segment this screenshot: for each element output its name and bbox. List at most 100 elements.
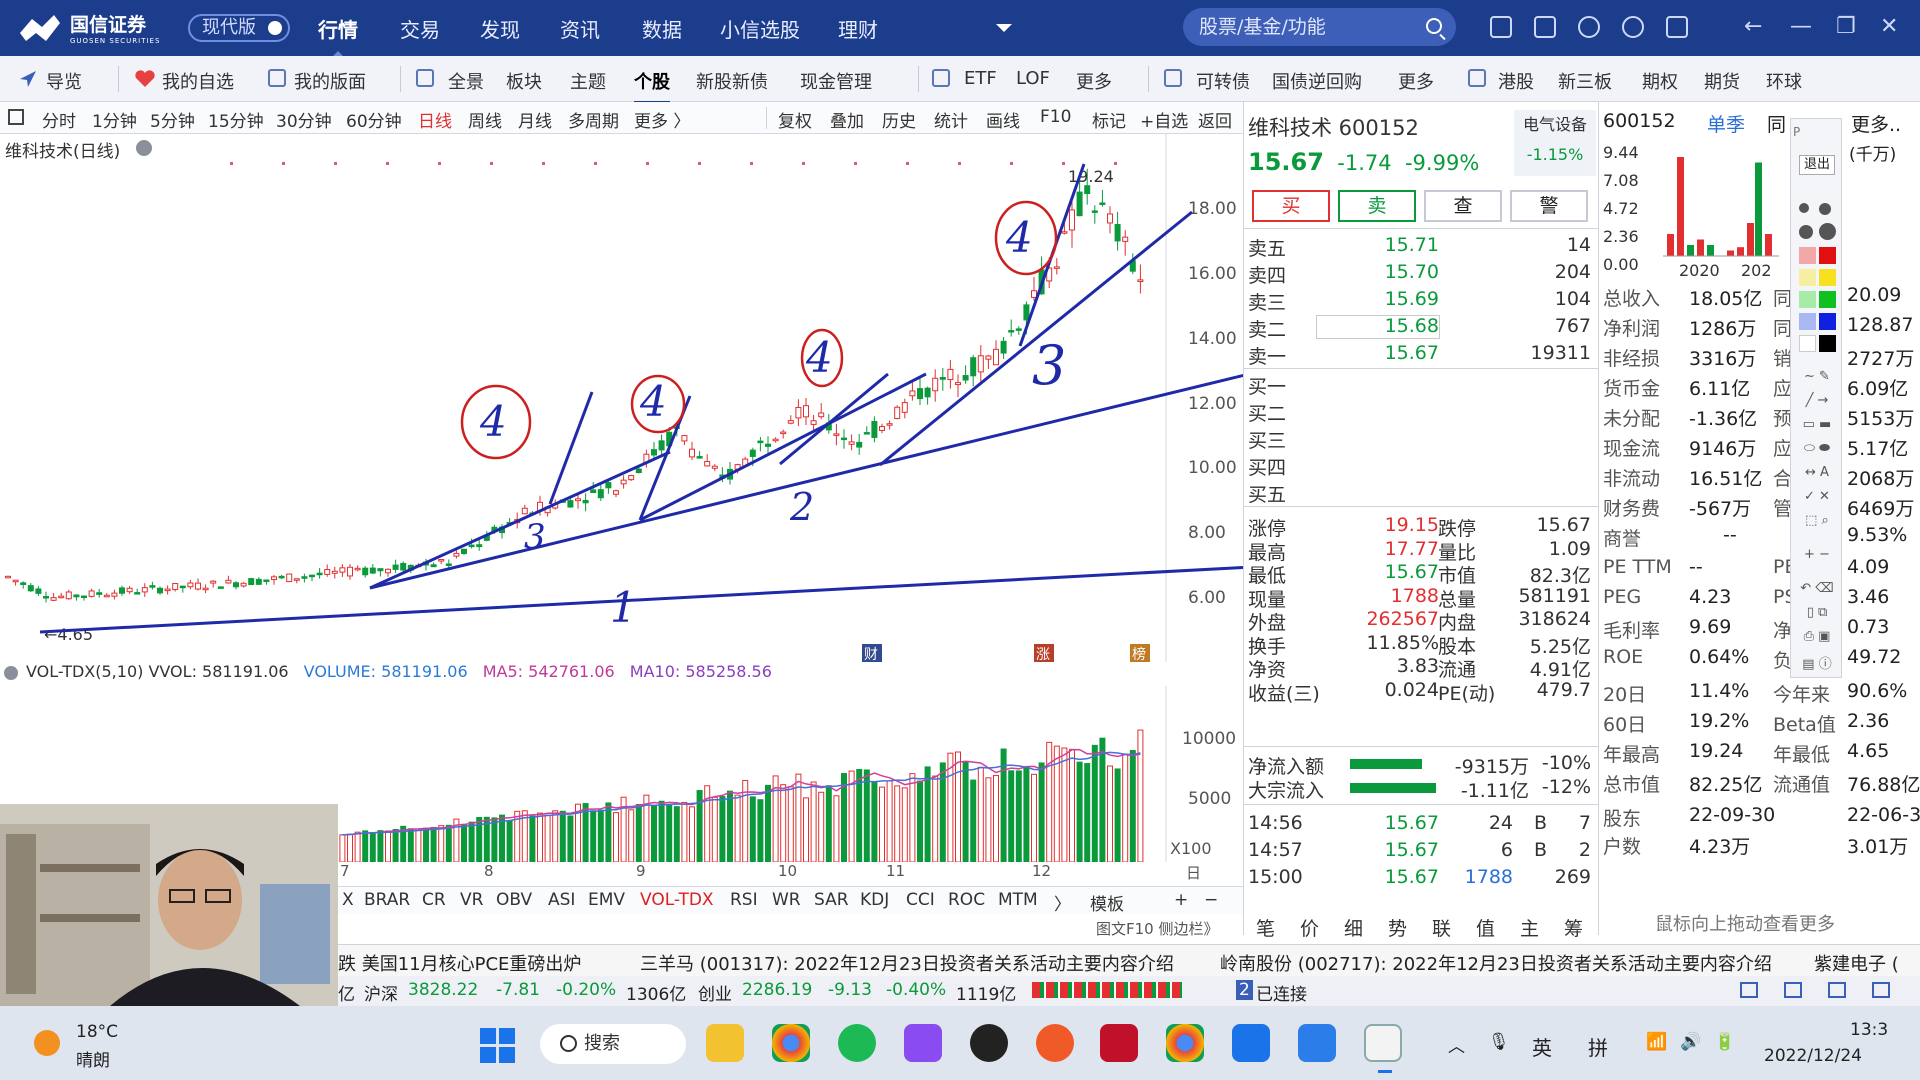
period-15min[interactable]: 15分钟: [208, 112, 264, 132]
zoom-in-button[interactable]: +: [1174, 890, 1189, 910]
sidebar-toggle-icon[interactable]: [8, 109, 24, 125]
zoom-out-button[interactable]: −: [1204, 890, 1219, 910]
ime-lang[interactable]: 英: [1532, 1036, 1552, 1060]
period-5min[interactable]: 5分钟: [150, 112, 195, 132]
color-swatch[interactable]: [1799, 269, 1816, 286]
clock-time[interactable]: 13:3: [1850, 1020, 1889, 1040]
text-tool-icon[interactable]: ↔ A: [1805, 465, 1829, 480]
message-icon[interactable]: [1666, 16, 1688, 38]
mode-toggle[interactable]: 现代版: [188, 14, 290, 42]
subnav-ipo[interactable]: 新股新债: [696, 72, 768, 93]
clock-date[interactable]: 2022/12/24: [1764, 1046, 1862, 1066]
subnav-cash[interactable]: 现金管理: [800, 72, 872, 93]
nav-stock-picker[interactable]: 小信选股: [720, 18, 800, 42]
curve-tool-icon[interactable]: ∼ ✎: [1804, 369, 1830, 384]
kline-svg[interactable]: 18.00 16.00 14.00 12.00 10.00 8.00 6.00 …: [0, 134, 1243, 662]
nav-news[interactable]: 资讯: [560, 18, 600, 42]
subnav-stock[interactable]: 个股: [634, 68, 670, 104]
ind-emv[interactable]: EMV: [588, 890, 626, 910]
ind-cr[interactable]: CR: [422, 890, 446, 910]
color-swatch[interactable]: [1819, 291, 1836, 308]
back-icon[interactable]: ←: [1744, 14, 1763, 39]
color-swatch[interactable]: [1799, 313, 1816, 330]
period-timeshare[interactable]: 分时: [42, 112, 76, 132]
ind-cci[interactable]: CCI: [906, 890, 935, 910]
ind-sar[interactable]: SAR: [814, 890, 849, 910]
tool-overlay[interactable]: 叠加: [830, 112, 864, 132]
marker-list[interactable]: [1130, 644, 1150, 662]
subnav-etf[interactable]: ETF: [964, 68, 997, 89]
quote-tab[interactable]: 主: [1520, 918, 1540, 940]
subnav-watchlist[interactable]: 我的自选: [162, 72, 234, 93]
close-button[interactable]: ✕: [1880, 14, 1899, 39]
app-icon[interactable]: [1298, 1024, 1336, 1062]
ind-next[interactable]: 〉: [1054, 895, 1071, 915]
info-tool-icon[interactable]: ▤ ⓘ: [1802, 657, 1832, 672]
app-icon[interactable]: [1036, 1024, 1074, 1062]
app-icon[interactable]: [904, 1024, 942, 1062]
color-swatch[interactable]: [1819, 247, 1836, 264]
period-more[interactable]: 更多 〉: [634, 112, 691, 132]
ticker-item[interactable]: 跌 美国11月核心PCE重磅出炉: [338, 954, 582, 975]
chrome-icon[interactable]: [1166, 1024, 1204, 1062]
tool-draw[interactable]: 画线: [986, 112, 1020, 132]
ind-template[interactable]: 模板: [1090, 895, 1124, 915]
quote-tab[interactable]: 筹: [1564, 918, 1584, 940]
pen-size-medium[interactable]: [1819, 203, 1831, 215]
color-swatch[interactable]: [1819, 269, 1836, 286]
subnav-hk[interactable]: 港股: [1498, 72, 1534, 93]
subnav-futures[interactable]: 期货: [1704, 72, 1740, 93]
print-tool-icon[interactable]: ⎙ ▣: [1803, 629, 1831, 644]
file-explorer-icon[interactable]: [706, 1024, 744, 1062]
ind-mtm[interactable]: MTM: [998, 890, 1038, 910]
color-swatch[interactable]: [1819, 313, 1836, 330]
color-swatch[interactable]: [1799, 335, 1816, 352]
subnav-neeq[interactable]: 新三板: [1558, 72, 1612, 93]
edge-icon[interactable]: [838, 1024, 876, 1062]
quote-tab[interactable]: 值: [1476, 918, 1496, 940]
ellipse-tool-icon[interactable]: ⬭ ⬬: [1803, 441, 1831, 456]
volume-icon[interactable]: 🔊: [1680, 1032, 1702, 1052]
ime-mode[interactable]: 拼: [1588, 1036, 1608, 1060]
weather-sun-icon[interactable]: [34, 1030, 60, 1056]
battery-icon[interactable]: 🔋: [1714, 1032, 1736, 1052]
kline-settings-icon[interactable]: [136, 140, 152, 156]
quote-tab[interactable]: 联: [1432, 918, 1452, 940]
ticker-item[interactable]: 紫建电子 (: [1814, 954, 1899, 975]
brand-logo[interactable]: 国信证券 GUOSEN SECURITIES: [18, 10, 160, 45]
ind-wr[interactable]: WR: [772, 890, 801, 910]
status-icon[interactable]: [1740, 982, 1758, 998]
chrome-icon[interactable]: [772, 1024, 810, 1062]
maximize-button[interactable]: ❐: [1836, 14, 1856, 39]
subnav-guide[interactable]: 导览: [46, 72, 82, 93]
volume-chart[interactable]: 10000 5000 X100: [0, 686, 1243, 862]
subnav-my-layout[interactable]: 我的版面: [294, 72, 366, 93]
period-daily[interactable]: 日线: [418, 112, 452, 132]
alert-button[interactable]: 警: [1510, 190, 1588, 222]
tool-exit-button[interactable]: 退出: [1799, 155, 1835, 175]
quote-tab[interactable]: 势: [1388, 918, 1408, 940]
volume-settings-icon[interactable]: [4, 666, 18, 680]
color-swatch[interactable]: [1819, 335, 1836, 352]
subnav-more-2[interactable]: 更多: [1398, 72, 1434, 93]
subnav-convertible[interactable]: 可转债: [1196, 72, 1250, 93]
file-tool-icon[interactable]: ▯ ⧉: [1806, 605, 1828, 620]
nav-discover[interactable]: 发现: [480, 18, 520, 42]
ticker-item[interactable]: 岭南股份 (002717): 2022年12月23日投资者关系活动主要内容介绍: [1220, 954, 1772, 975]
nav-trade[interactable]: 交易: [400, 18, 440, 42]
mic-icon[interactable]: 🎙: [1488, 1032, 1510, 1052]
quote-tab[interactable]: 细: [1344, 918, 1364, 940]
ind-vr[interactable]: VR: [460, 890, 484, 910]
select-tool-icon[interactable]: ⬚ ⌕: [1805, 513, 1829, 528]
line-tool-icon[interactable]: ╱ →: [1805, 393, 1829, 408]
fin-tab-quarter[interactable]: 单季: [1707, 114, 1746, 136]
tool-history[interactable]: 历史: [882, 112, 916, 132]
stock-app-icon[interactable]: [1364, 1024, 1402, 1062]
nav-wealth[interactable]: 理财: [838, 18, 878, 42]
quote-tab[interactable]: 笔: [1256, 918, 1276, 940]
query-button[interactable]: 查: [1424, 190, 1502, 222]
period-1min[interactable]: 1分钟: [92, 112, 137, 132]
ind-rsi[interactable]: RSI: [730, 890, 758, 910]
zoom-tool-icon[interactable]: + −: [1804, 547, 1830, 562]
status-icon[interactable]: [1784, 982, 1802, 998]
